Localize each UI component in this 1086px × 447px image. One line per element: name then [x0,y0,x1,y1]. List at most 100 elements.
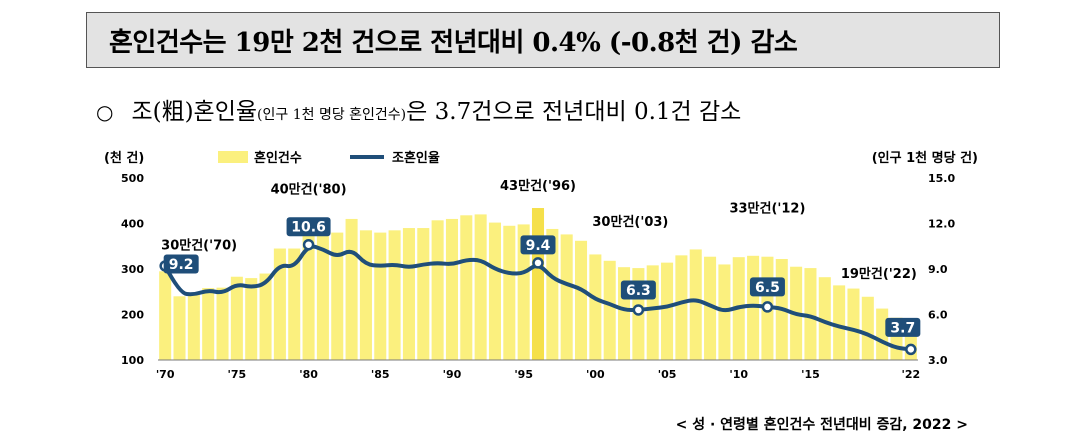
bar [546,228,559,360]
rate-label-box [286,217,331,237]
bar-annotation: 43만건('96) [500,178,576,194]
bar [159,271,172,360]
rate-label-box [163,254,199,274]
subline-part2: 은 3.7건으로 전년대비 0.1건 감소 [406,99,742,125]
rate-label: 9.4 [526,238,551,254]
bar [460,215,473,360]
rate-marker [302,238,315,251]
bar [359,230,372,360]
bar [259,273,272,360]
rate-marker [761,301,774,313]
bar [833,285,846,360]
bar [689,249,702,360]
caption: < 성 · 연령별 혼인건수 전년대비 증감, 2022 > [675,417,968,433]
x-tick-label: '95 [514,368,533,381]
bar [187,294,200,360]
bar [316,224,329,360]
bar [331,232,344,360]
bar [202,288,215,360]
x-tick-label: '22 [901,368,920,381]
bar-annotation: 30만건('03) [592,214,668,230]
bar [402,228,415,360]
right-tick-label: 3.0 [928,354,948,367]
bar [245,278,258,360]
bar [417,228,430,360]
left-tick-label: 200 [121,309,144,322]
x-tick-label: '85 [371,368,390,381]
left-tick-label: 400 [121,218,144,231]
right-tick-label: 6.0 [928,309,948,322]
rate-label-box [620,280,656,300]
bullet: ○ [96,100,114,124]
right-tick-label: 12.0 [928,218,955,231]
headline: 혼인건수는 19만 2천 건으로 전년대비 0.4% (-0.8천 건) 감소 [109,27,798,58]
rate-label-box [749,277,785,297]
bar [273,248,286,360]
bar [503,225,516,360]
legend-line-label: 조혼인율 [392,150,440,166]
bar [589,254,602,360]
bar [216,287,229,360]
x-tick-label: '05 [658,368,677,381]
bar [302,223,315,360]
rate-label-box [885,317,921,337]
subline: ○ 조(粗)혼인율 (인구 1천 명당 혼인건수) 은 3.7건으로 전년대비 … [96,92,741,126]
bar [675,255,688,360]
rate-label: 6.3 [626,283,651,299]
x-tick-label: '70 [156,368,175,381]
right-tick-label: 9.0 [928,263,948,276]
x-tick-label: '10 [729,368,748,381]
bar [374,232,387,360]
bar [488,222,502,360]
x-tick-label: '15 [801,368,820,381]
bar [661,262,674,360]
bar-annotation: 19만건('22) [841,266,917,282]
left-tick-label: 100 [121,354,144,367]
bar [646,265,659,360]
right-axis-title: (인구 1천 명당 건) [872,150,978,166]
bar [431,220,444,360]
bar [718,264,731,360]
right-tick-label: 15.0 [928,172,955,185]
left-tick-label: 300 [121,263,144,276]
x-tick-label: '00 [586,368,605,381]
bar [345,218,358,360]
rate-label: 3.7 [890,320,915,336]
rate-label: 9.2 [169,257,194,273]
bar [804,268,817,360]
bar [603,260,616,360]
legend-bar-swatch [218,151,248,163]
x-tick-label: '90 [443,368,462,381]
marriage-chart: (천 건) (인구 1천 명당 건) 혼인건수 조혼인율 100 200 300 400 500… [104,150,978,381]
bar [861,296,874,360]
rate-marker [532,257,544,269]
rate-label: 6.5 [755,280,780,296]
bar-annotation: 40만건('80) [271,182,347,198]
subline-part1: 조(粗)혼인율 [131,99,258,125]
x-tick-label: '75 [228,368,247,381]
bar [230,276,243,360]
bar [531,208,545,360]
headline-box: 혼인건수는 19만 2천 건으로 전년대비 0.4% (-0.8천 건) 감소 [86,12,1000,68]
bar [574,240,588,360]
bar [876,308,889,360]
bar [288,248,301,360]
left-tick-label: 500 [121,172,144,185]
bar [517,224,530,360]
rate-label: 10.6 [291,220,326,236]
rate-label-box [520,235,556,255]
rate-marker [632,304,645,316]
legend-bar-label: 혼인건수 [254,150,302,166]
bar [474,214,487,360]
left-axis-title: (천 건) [104,150,144,166]
bar-annotation: 30만건('70) [161,237,237,253]
subline-paren: (인구 1천 명당 혼인건수) [257,107,407,123]
bar [818,277,831,360]
bar-annotation: 33만건('12) [729,201,805,217]
x-tick-label: '80 [299,368,318,381]
bar [847,288,860,360]
bar [173,296,186,360]
bar [704,256,717,360]
rate-marker [905,343,917,356]
bar [560,234,573,360]
